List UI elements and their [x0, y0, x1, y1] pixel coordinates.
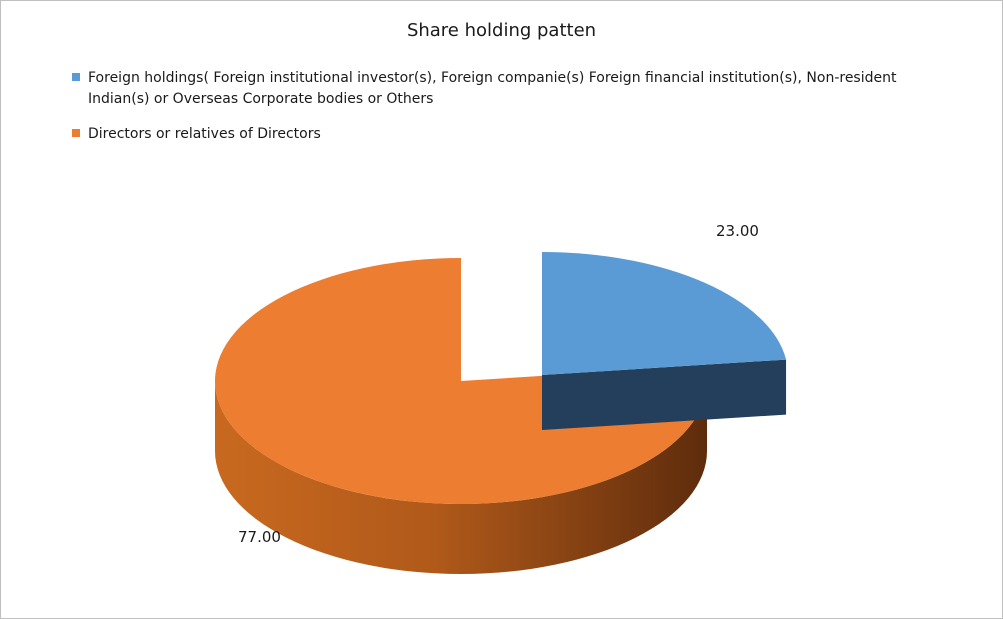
slice-directors [214, 258, 708, 504]
slice-side-directors [215, 381, 707, 574]
legend-label-foreign-holdings: Foreign holdings( Foreign institutional … [88, 70, 897, 107]
data-label-foreign-holdings: 23.00 [716, 222, 759, 240]
chart-title: Share holding patten [406, 20, 597, 41]
legend-swatch-directors [72, 129, 80, 137]
slice-side-foreign-holdings [542, 359, 787, 430]
slice-foreign-holdings [542, 252, 787, 375]
legend-item-foreign-holdings: Foreign holdings( Foreign institutional … [72, 68, 952, 110]
data-label-directors: 77.00 [238, 528, 281, 546]
legend-label-directors: Directors or relatives of Directors [88, 126, 321, 142]
legend-swatch-foreign-holdings [72, 73, 80, 81]
chart-legend: Foreign holdings( Foreign institutional … [72, 68, 952, 159]
legend-item-directors: Directors or relatives of Directors [72, 124, 952, 145]
